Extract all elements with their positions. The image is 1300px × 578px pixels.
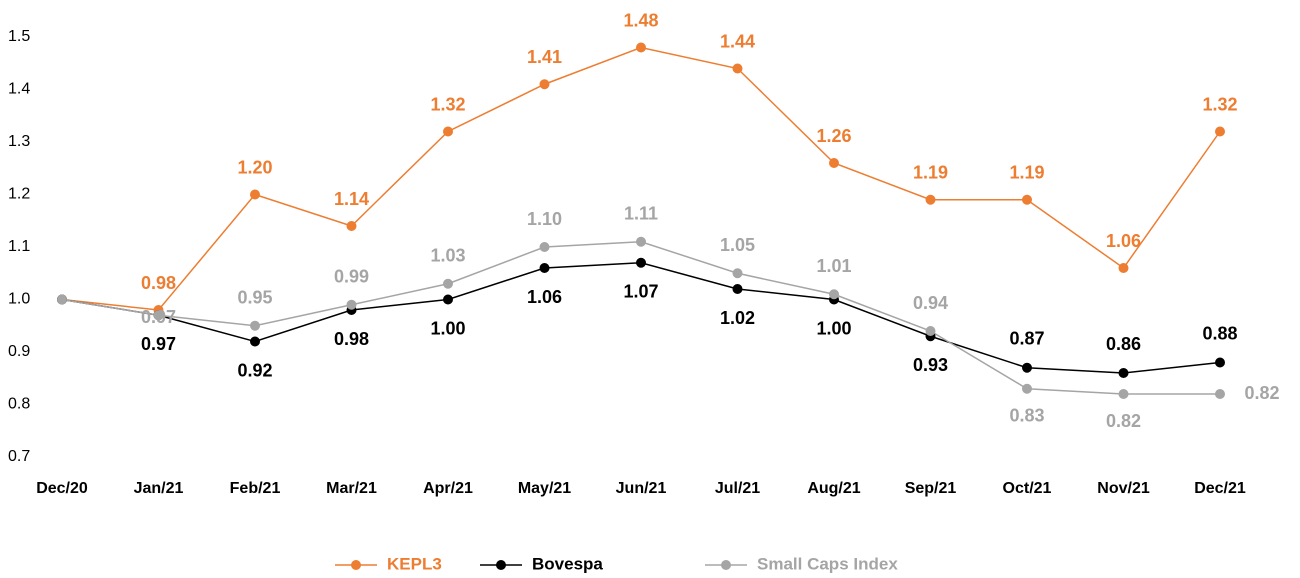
x-tick-label: Nov/21 (1097, 480, 1150, 497)
y-tick-label: 1.0 (8, 291, 30, 308)
data-point (57, 294, 67, 305)
data-point (829, 158, 839, 168)
data-label: 0.86 (1106, 334, 1141, 354)
data-label: 0.95 (237, 288, 272, 308)
x-tick-label: Aug/21 (807, 480, 860, 497)
legend-marker (496, 560, 506, 570)
data-label: 0.99 (334, 267, 369, 287)
data-point (1215, 389, 1225, 399)
y-tick-label: 0.8 (8, 396, 30, 413)
data-point (1022, 362, 1032, 373)
legend-marker (351, 560, 361, 570)
data-label: 1.32 (1202, 94, 1237, 114)
data-point (539, 263, 550, 273)
data-label: 0.97 (141, 307, 176, 327)
data-point (636, 236, 646, 247)
data-point (732, 63, 743, 74)
x-tick-label: May/21 (518, 480, 571, 497)
data-label: 1.00 (430, 318, 465, 338)
data-label: 0.92 (237, 360, 272, 380)
y-tick-label: 1.2 (8, 186, 30, 203)
data-point (1022, 194, 1032, 205)
data-label: 0.98 (141, 273, 176, 293)
data-label: 1.06 (527, 287, 562, 307)
y-tick-label: 1.3 (8, 133, 30, 150)
legend-marker (721, 560, 731, 570)
data-point (732, 284, 743, 294)
legend-label: KEPL3 (387, 554, 442, 573)
data-label: 0.82 (1244, 383, 1279, 403)
legend-label: Bovespa (532, 554, 603, 573)
data-point (153, 310, 164, 321)
data-label: 1.32 (430, 94, 465, 114)
data-label: 1.06 (1106, 231, 1141, 251)
data-point (250, 336, 260, 347)
data-point (1215, 126, 1225, 137)
data-label: 1.00 (816, 318, 851, 338)
data-point (1022, 383, 1032, 394)
x-tick-label: Jul/21 (715, 480, 760, 497)
y-tick-label: 1.5 (8, 28, 30, 45)
series-line (61, 261, 1221, 374)
x-tick-label: Jun/21 (616, 480, 667, 497)
data-label: 0.94 (913, 293, 948, 313)
data-label: 0.98 (334, 329, 369, 349)
data-point (1118, 368, 1129, 378)
data-point (443, 294, 453, 305)
data-label: 1.26 (816, 126, 851, 146)
data-label: 0.93 (913, 355, 948, 375)
data-point (1118, 263, 1129, 273)
data-point (346, 221, 357, 231)
x-tick-label: Jan/21 (134, 480, 184, 497)
y-tick-label: 1.4 (8, 81, 30, 98)
data-label: 0.87 (1009, 329, 1044, 349)
data-label: 0.82 (1106, 411, 1141, 431)
data-point (346, 299, 357, 310)
data-label: 0.83 (1009, 406, 1044, 426)
data-label: 1.20 (237, 157, 272, 177)
data-point (636, 42, 646, 53)
x-tick-label: Sep/21 (905, 480, 957, 497)
x-tick-label: Dec/20 (36, 480, 88, 497)
legend-label: Small Caps Index (757, 554, 898, 573)
data-label: 1.03 (430, 246, 465, 266)
data-point (636, 257, 646, 268)
data-point (443, 126, 453, 137)
data-point (1118, 389, 1129, 399)
x-tick-label: Mar/21 (326, 480, 377, 497)
data-label: 1.02 (720, 308, 755, 328)
data-label: 1.41 (527, 47, 562, 67)
data-label: 0.97 (141, 334, 176, 354)
data-point (1215, 357, 1225, 368)
y-tick-label: 1.1 (8, 238, 30, 255)
data-label: 1.10 (527, 209, 562, 229)
data-label: 1.19 (913, 163, 948, 183)
data-point (443, 278, 453, 289)
data-point (539, 242, 550, 252)
data-label: 0.88 (1202, 323, 1237, 343)
data-label: 1.44 (720, 31, 755, 51)
data-label: 1.14 (334, 189, 369, 209)
data-point (250, 189, 260, 200)
data-point (732, 268, 743, 279)
data-point (539, 79, 550, 90)
data-label: 1.07 (623, 282, 658, 302)
data-label: 1.19 (1009, 163, 1044, 183)
data-point (925, 194, 936, 205)
data-point (829, 289, 839, 300)
y-tick-label: 0.7 (8, 448, 30, 465)
x-tick-label: Feb/21 (230, 480, 281, 497)
data-point (925, 326, 936, 336)
data-label: 1.11 (624, 204, 658, 224)
x-tick-label: Apr/21 (423, 480, 473, 497)
data-point (250, 320, 260, 331)
data-label: 1.48 (623, 10, 658, 30)
data-label: 1.05 (720, 235, 755, 255)
x-tick-label: Dec/21 (1194, 480, 1246, 497)
y-tick-label: 0.9 (8, 343, 30, 360)
data-label: 1.01 (816, 256, 851, 276)
x-tick-label: Oct/21 (1003, 480, 1052, 497)
series-line (61, 46, 1221, 311)
